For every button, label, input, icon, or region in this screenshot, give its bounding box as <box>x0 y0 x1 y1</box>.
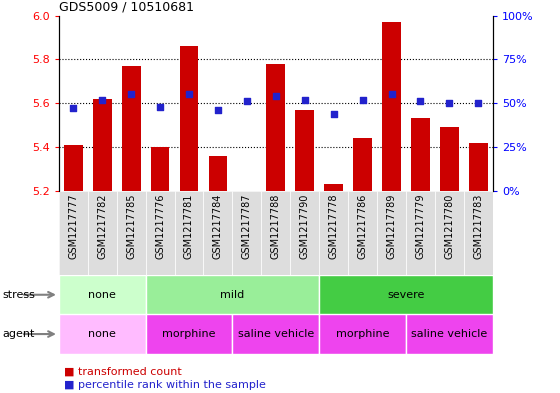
Bar <box>180 46 198 191</box>
Point <box>271 93 280 99</box>
Bar <box>435 191 464 275</box>
Text: GSM1217787: GSM1217787 <box>242 193 252 259</box>
Text: GSM1217786: GSM1217786 <box>358 193 367 259</box>
Text: agent: agent <box>3 329 35 339</box>
Text: GSM1217778: GSM1217778 <box>329 193 339 259</box>
Text: saline vehicle: saline vehicle <box>237 329 314 339</box>
Bar <box>411 118 430 191</box>
Bar <box>146 314 232 354</box>
Point <box>329 110 338 117</box>
Text: GSM1217783: GSM1217783 <box>473 193 483 259</box>
Point <box>445 100 454 107</box>
Bar <box>64 145 83 191</box>
Text: morphine: morphine <box>336 329 389 339</box>
Bar <box>469 143 488 191</box>
Bar <box>88 191 116 275</box>
Text: morphine: morphine <box>162 329 216 339</box>
Point <box>387 91 396 97</box>
Text: none: none <box>88 290 116 300</box>
Text: ■ transformed count: ■ transformed count <box>64 366 182 376</box>
Bar <box>319 191 348 275</box>
Bar <box>290 191 319 275</box>
Text: GSM1217781: GSM1217781 <box>184 193 194 259</box>
Point <box>69 105 78 112</box>
Bar <box>348 191 377 275</box>
Bar <box>319 314 406 354</box>
Text: GSM1217790: GSM1217790 <box>300 193 310 259</box>
Text: ■ percentile rank within the sample: ■ percentile rank within the sample <box>64 380 266 390</box>
Bar <box>377 191 406 275</box>
Bar <box>319 275 493 314</box>
Text: GSM1217785: GSM1217785 <box>126 193 136 259</box>
Bar <box>59 191 88 275</box>
Point <box>184 91 194 97</box>
Bar <box>203 191 232 275</box>
Text: GSM1217784: GSM1217784 <box>213 193 223 259</box>
Text: GSM1217780: GSM1217780 <box>445 193 454 259</box>
Text: mild: mild <box>220 290 245 300</box>
Text: GSM1217777: GSM1217777 <box>68 193 78 259</box>
Text: GSM1217789: GSM1217789 <box>386 193 396 259</box>
Text: GDS5009 / 10510681: GDS5009 / 10510681 <box>59 0 194 13</box>
Bar <box>93 99 111 191</box>
Point <box>474 100 483 107</box>
Point <box>242 98 251 105</box>
Text: saline vehicle: saline vehicle <box>411 329 488 339</box>
Bar <box>232 191 262 275</box>
Bar <box>406 191 435 275</box>
Point <box>300 97 309 103</box>
Text: GSM1217779: GSM1217779 <box>416 193 426 259</box>
Bar <box>382 22 401 191</box>
Bar <box>146 191 175 275</box>
Point <box>97 97 106 103</box>
Bar <box>440 127 459 191</box>
Bar <box>295 110 314 191</box>
Bar <box>208 156 227 191</box>
Text: GSM1217788: GSM1217788 <box>271 193 281 259</box>
Bar <box>59 275 146 314</box>
Bar <box>175 191 203 275</box>
Text: none: none <box>88 329 116 339</box>
Point <box>127 91 136 97</box>
Bar <box>406 314 493 354</box>
Bar <box>122 66 141 191</box>
Point <box>416 98 425 105</box>
Bar <box>232 314 319 354</box>
Text: stress: stress <box>3 290 36 300</box>
Point <box>358 97 367 103</box>
Bar <box>267 64 285 191</box>
Bar <box>353 138 372 191</box>
Text: GSM1217776: GSM1217776 <box>155 193 165 259</box>
Point <box>213 107 222 113</box>
Bar <box>464 191 493 275</box>
Bar <box>262 191 290 275</box>
Bar <box>59 314 146 354</box>
Text: GSM1217782: GSM1217782 <box>97 193 107 259</box>
Bar <box>146 275 319 314</box>
Text: severe: severe <box>388 290 424 300</box>
Point <box>156 103 165 110</box>
Bar <box>151 147 170 191</box>
Bar <box>116 191 146 275</box>
Bar <box>324 184 343 191</box>
